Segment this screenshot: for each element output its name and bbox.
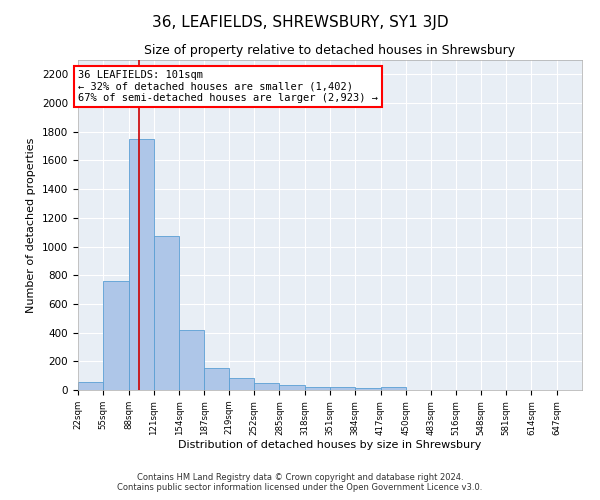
Text: 36, LEAFIELDS, SHREWSBURY, SY1 3JD: 36, LEAFIELDS, SHREWSBURY, SY1 3JD [152,15,448,30]
Bar [103,281,128,390]
Bar [355,388,380,390]
X-axis label: Distribution of detached houses by size in Shrewsbury: Distribution of detached houses by size … [178,440,482,450]
Bar [305,387,330,390]
Bar [78,382,103,390]
Text: 36 LEAFIELDS: 101sqm
← 32% of detached houses are smaller (1,402)
67% of semi-de: 36 LEAFIELDS: 101sqm ← 32% of detached h… [78,70,378,103]
Bar [254,384,280,390]
Bar [154,236,179,390]
Bar [179,330,205,390]
Bar [330,388,355,390]
Bar [380,387,406,390]
Bar [128,139,154,390]
Title: Size of property relative to detached houses in Shrewsbury: Size of property relative to detached ho… [145,44,515,58]
Bar [280,385,305,390]
Bar [205,368,229,390]
Bar [229,378,254,390]
Text: Contains HM Land Registry data © Crown copyright and database right 2024.
Contai: Contains HM Land Registry data © Crown c… [118,473,482,492]
Y-axis label: Number of detached properties: Number of detached properties [26,138,37,312]
